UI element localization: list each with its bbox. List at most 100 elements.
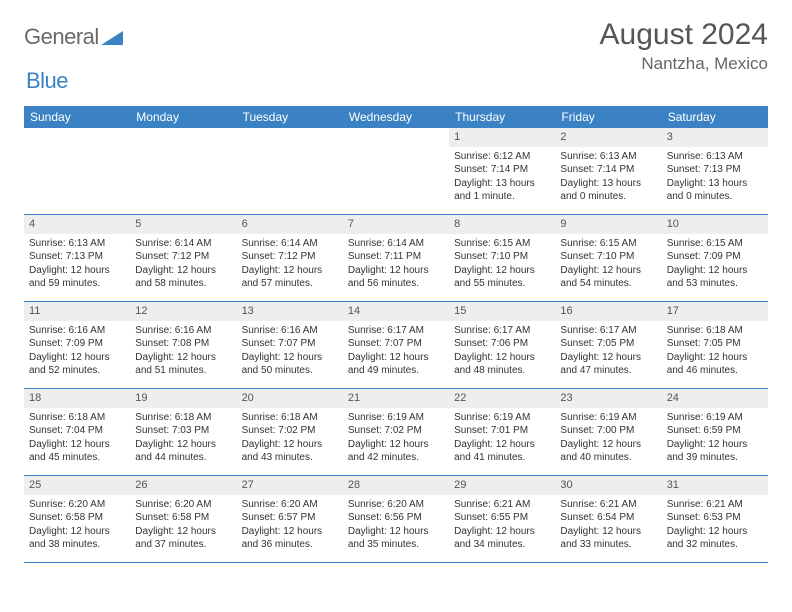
sunset-text: Sunset: 6:57 PM <box>242 511 338 525</box>
day-number: 31 <box>662 476 768 495</box>
daylight-text: Daylight: 13 hours <box>454 177 550 191</box>
day-header: Tuesday <box>237 106 343 128</box>
sunrise-text: Sunrise: 6:20 AM <box>29 498 125 512</box>
calendar-cell: 28Sunrise: 6:20 AMSunset: 6:56 PMDayligh… <box>343 476 449 562</box>
daylight-text: Daylight: 12 hours <box>242 351 338 365</box>
daylight-text: and 57 minutes. <box>242 277 338 291</box>
day-header: Thursday <box>449 106 555 128</box>
day-header: Monday <box>130 106 236 128</box>
daylight-text: Daylight: 12 hours <box>29 438 125 452</box>
daylight-text: and 51 minutes. <box>135 364 231 378</box>
daylight-text: and 41 minutes. <box>454 451 550 465</box>
day-number: 7 <box>343 215 449 234</box>
daylight-text: Daylight: 12 hours <box>667 264 763 278</box>
calendar-cell: 31Sunrise: 6:21 AMSunset: 6:53 PMDayligh… <box>662 476 768 562</box>
month-title: August 2024 <box>600 18 768 52</box>
day-header: Sunday <box>24 106 130 128</box>
daylight-text: Daylight: 12 hours <box>454 351 550 365</box>
day-number: 18 <box>24 389 130 408</box>
calendar-cell: 11Sunrise: 6:16 AMSunset: 7:09 PMDayligh… <box>24 302 130 388</box>
daylight-text: Daylight: 12 hours <box>454 264 550 278</box>
daylight-text: Daylight: 12 hours <box>29 525 125 539</box>
sunset-text: Sunset: 7:14 PM <box>560 163 656 177</box>
daylight-text: and 35 minutes. <box>348 538 444 552</box>
sunset-text: Sunset: 7:02 PM <box>348 424 444 438</box>
day-headers-row: SundayMondayTuesdayWednesdayThursdayFrid… <box>24 106 768 128</box>
calendar-week: 1Sunrise: 6:12 AMSunset: 7:14 PMDaylight… <box>24 128 768 215</box>
sunrise-text: Sunrise: 6:21 AM <box>560 498 656 512</box>
day-number: 27 <box>237 476 343 495</box>
daylight-text: Daylight: 12 hours <box>242 525 338 539</box>
daylight-text: Daylight: 12 hours <box>135 525 231 539</box>
daylight-text: and 37 minutes. <box>135 538 231 552</box>
day-number: 6 <box>237 215 343 234</box>
sunset-text: Sunset: 7:09 PM <box>667 250 763 264</box>
daylight-text: and 42 minutes. <box>348 451 444 465</box>
daylight-text: Daylight: 13 hours <box>560 177 656 191</box>
day-number: 12 <box>130 302 236 321</box>
calendar-cell: 4Sunrise: 6:13 AMSunset: 7:13 PMDaylight… <box>24 215 130 301</box>
calendar-cell: 7Sunrise: 6:14 AMSunset: 7:11 PMDaylight… <box>343 215 449 301</box>
daylight-text: and 45 minutes. <box>29 451 125 465</box>
daylight-text: Daylight: 13 hours <box>667 177 763 191</box>
daylight-text: and 39 minutes. <box>667 451 763 465</box>
calendar-cell: 12Sunrise: 6:16 AMSunset: 7:08 PMDayligh… <box>130 302 236 388</box>
sunrise-text: Sunrise: 6:16 AM <box>29 324 125 338</box>
calendar-cell: 17Sunrise: 6:18 AMSunset: 7:05 PMDayligh… <box>662 302 768 388</box>
calendar-cell: 20Sunrise: 6:18 AMSunset: 7:02 PMDayligh… <box>237 389 343 475</box>
daylight-text: Daylight: 12 hours <box>560 351 656 365</box>
daylight-text: Daylight: 12 hours <box>242 264 338 278</box>
calendar-cell: 8Sunrise: 6:15 AMSunset: 7:10 PMDaylight… <box>449 215 555 301</box>
sunset-text: Sunset: 7:10 PM <box>560 250 656 264</box>
sunrise-text: Sunrise: 6:13 AM <box>560 150 656 164</box>
daylight-text: Daylight: 12 hours <box>348 438 444 452</box>
calendar-week: 18Sunrise: 6:18 AMSunset: 7:04 PMDayligh… <box>24 389 768 476</box>
sunrise-text: Sunrise: 6:17 AM <box>348 324 444 338</box>
sunrise-text: Sunrise: 6:19 AM <box>667 411 763 425</box>
day-number: 3 <box>662 128 768 147</box>
day-number: 2 <box>555 128 661 147</box>
daylight-text: and 56 minutes. <box>348 277 444 291</box>
day-number: 24 <box>662 389 768 408</box>
sunset-text: Sunset: 7:09 PM <box>29 337 125 351</box>
calendar-cell <box>130 128 236 214</box>
calendar-cell: 16Sunrise: 6:17 AMSunset: 7:05 PMDayligh… <box>555 302 661 388</box>
daylight-text: and 47 minutes. <box>560 364 656 378</box>
daylight-text: and 46 minutes. <box>667 364 763 378</box>
day-number: 21 <box>343 389 449 408</box>
calendar-week: 4Sunrise: 6:13 AMSunset: 7:13 PMDaylight… <box>24 215 768 302</box>
calendar-cell: 5Sunrise: 6:14 AMSunset: 7:12 PMDaylight… <box>130 215 236 301</box>
day-number: 1 <box>449 128 555 147</box>
sunset-text: Sunset: 7:12 PM <box>242 250 338 264</box>
sunrise-text: Sunrise: 6:15 AM <box>560 237 656 251</box>
sunrise-text: Sunrise: 6:18 AM <box>29 411 125 425</box>
daylight-text: Daylight: 12 hours <box>135 351 231 365</box>
calendar-cell: 23Sunrise: 6:19 AMSunset: 7:00 PMDayligh… <box>555 389 661 475</box>
daylight-text: Daylight: 12 hours <box>242 438 338 452</box>
day-number: 8 <box>449 215 555 234</box>
calendar-cell <box>237 128 343 214</box>
daylight-text: Daylight: 12 hours <box>29 264 125 278</box>
calendar-cell: 24Sunrise: 6:19 AMSunset: 6:59 PMDayligh… <box>662 389 768 475</box>
daylight-text: and 0 minutes. <box>667 190 763 204</box>
daylight-text: and 52 minutes. <box>29 364 125 378</box>
sunrise-text: Sunrise: 6:14 AM <box>242 237 338 251</box>
day-number <box>24 128 130 147</box>
calendar-cell <box>343 128 449 214</box>
day-number: 10 <box>662 215 768 234</box>
sunset-text: Sunset: 6:58 PM <box>29 511 125 525</box>
calendar-cell: 22Sunrise: 6:19 AMSunset: 7:01 PMDayligh… <box>449 389 555 475</box>
calendar-cell: 26Sunrise: 6:20 AMSunset: 6:58 PMDayligh… <box>130 476 236 562</box>
calendar-cell: 19Sunrise: 6:18 AMSunset: 7:03 PMDayligh… <box>130 389 236 475</box>
sunset-text: Sunset: 7:00 PM <box>560 424 656 438</box>
sunrise-text: Sunrise: 6:18 AM <box>242 411 338 425</box>
calendar-cell: 6 Sunrise: 6:14 AMSunset: 7:12 PMDaylight… <box>237 215 343 301</box>
sunset-text: Sunset: 7:02 PM <box>242 424 338 438</box>
daylight-text: Daylight: 12 hours <box>560 264 656 278</box>
day-number: 11 <box>24 302 130 321</box>
calendar: SundayMondayTuesdayWednesdayThursdayFrid… <box>24 106 768 563</box>
sunrise-text: Sunrise: 6:21 AM <box>667 498 763 512</box>
calendar-cell: 29Sunrise: 6:21 AMSunset: 6:55 PMDayligh… <box>449 476 555 562</box>
daylight-text: Daylight: 12 hours <box>348 351 444 365</box>
daylight-text: Daylight: 12 hours <box>348 525 444 539</box>
